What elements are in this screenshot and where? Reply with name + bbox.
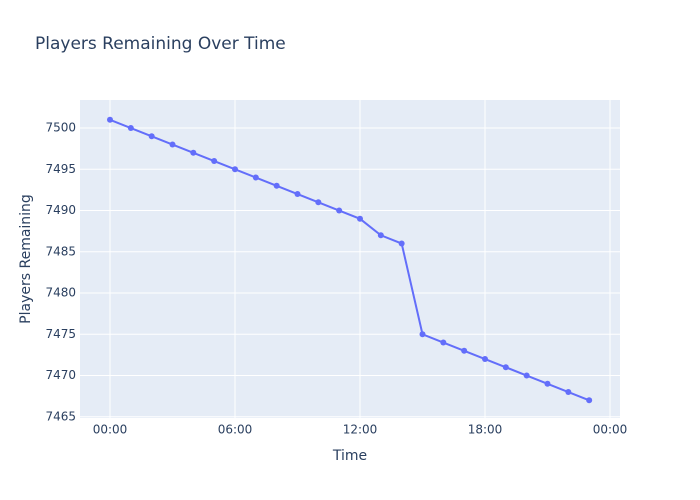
y-tick-label: 7470: [45, 368, 76, 382]
marker: [586, 397, 593, 404]
marker: [440, 339, 447, 346]
plot-area: [80, 100, 620, 418]
marker: [294, 191, 301, 198]
y-tick-label: 7485: [45, 244, 76, 258]
marker: [523, 372, 530, 379]
marker: [357, 215, 363, 222]
y-tick-label: 7500: [45, 121, 76, 135]
line: [109, 118, 590, 402]
marker: [273, 182, 280, 189]
marker: [544, 380, 551, 387]
marker: [565, 389, 572, 396]
x-tick-label: 12:00: [343, 423, 378, 437]
chart-title: Players Remaining Over Time: [35, 34, 286, 54]
x-axis-label: Time: [332, 448, 367, 464]
y-tick-label: 7490: [45, 203, 76, 217]
marker: [315, 199, 322, 206]
y-tick-label: 7465: [45, 409, 76, 423]
marker: [461, 347, 468, 354]
y-tick-label: 7495: [45, 162, 76, 176]
y-tick-label: 7475: [45, 327, 76, 341]
marker: [419, 331, 426, 338]
marker: [127, 125, 134, 132]
marker: [336, 207, 343, 214]
y-tick-label: 7480: [45, 286, 76, 300]
x-tick-label: 00:00: [93, 423, 128, 437]
x-tick-label: 06:00: [218, 423, 253, 437]
marker: [169, 141, 176, 148]
marker: [502, 364, 509, 371]
x-tick-label: 18:00: [468, 423, 503, 437]
marker: [482, 356, 488, 363]
marker: [398, 240, 405, 247]
x-tick-label: 00:00: [593, 423, 628, 437]
y-axis-label: Players Remaining: [18, 194, 34, 324]
marker: [377, 232, 384, 239]
marker: [252, 174, 259, 181]
marker: [190, 149, 197, 156]
marker: [148, 133, 155, 140]
marker: [107, 116, 113, 123]
marker: [211, 158, 218, 165]
marker: [232, 166, 238, 173]
